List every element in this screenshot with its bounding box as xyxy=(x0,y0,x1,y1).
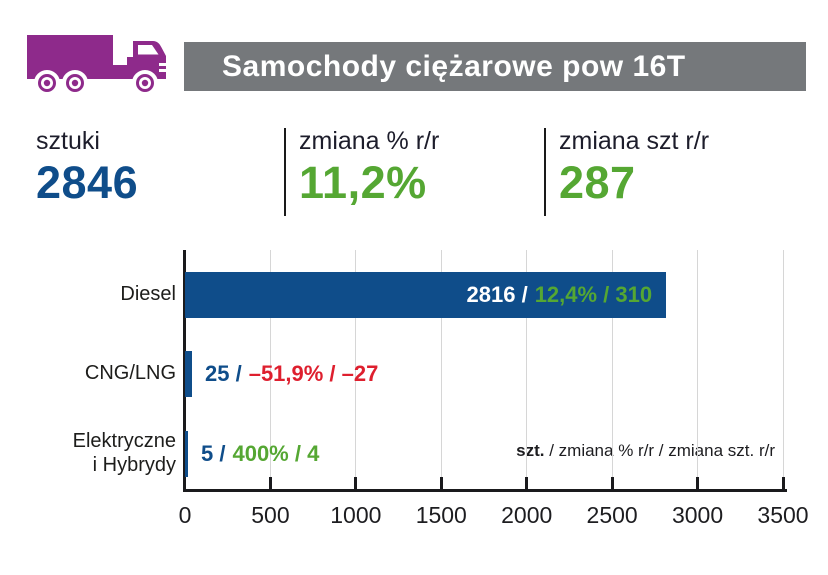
bar-change-value: 400% / 4 xyxy=(232,441,320,466)
axis-tick xyxy=(525,477,529,489)
truck-wheel xyxy=(71,79,79,87)
chart-legend: szt. / zmiana % r/r / zmiana szt. r/r xyxy=(516,441,775,461)
gridline xyxy=(355,250,357,489)
truck-wheel xyxy=(43,79,51,87)
stat-label: zmiana % r/r xyxy=(299,127,440,155)
category-label: Diesel xyxy=(120,283,176,306)
bar-value-label: 25 /–51,9% / –27 xyxy=(205,351,378,397)
bar-value-label: 2816 /12,4% / 310 xyxy=(185,272,666,318)
axis-tick-label: 2000 xyxy=(501,502,553,528)
x-axis xyxy=(183,489,787,492)
gridline xyxy=(526,250,528,489)
truck-icon xyxy=(25,22,175,102)
stat-unit-change: zmiana szt r/r 287 xyxy=(544,127,710,216)
header-bar: Samochody ciężarowe pow 16T xyxy=(184,42,806,91)
bar xyxy=(185,431,188,477)
bar xyxy=(185,272,667,318)
axis-tick-label: 3000 xyxy=(671,502,724,528)
category-label: Elektryczne i Hybrydy xyxy=(72,430,176,476)
axis-tick-label: 3500 xyxy=(757,502,809,528)
bar-change-value: –51,9% / –27 xyxy=(248,361,379,386)
truck-icon-svg xyxy=(27,35,167,96)
bar-units-value: 2816 / xyxy=(466,282,528,307)
axis-tick-label: 2500 xyxy=(586,502,638,528)
stat-total-units: sztuki 2846 xyxy=(36,127,139,216)
gridline xyxy=(269,250,271,489)
truck-wheel xyxy=(141,79,149,87)
legend-units-label: szt. xyxy=(516,441,545,460)
bar-value-label: 5 /400% / 4 xyxy=(201,431,319,477)
axis-tick-label: 500 xyxy=(251,502,290,528)
bar xyxy=(185,351,192,397)
legend-rest-label: / zmiana % r/r / zmiana szt. r/r xyxy=(544,441,775,460)
gridline xyxy=(782,250,784,489)
y-axis xyxy=(183,250,186,492)
axis-tick xyxy=(696,477,700,489)
stat-label: zmiana szt r/r xyxy=(559,127,710,155)
axis-tick xyxy=(439,477,443,489)
axis-tick xyxy=(268,477,272,489)
stat-pct-change: zmiana % r/r 11,2% xyxy=(284,127,440,216)
stat-value: 2846 xyxy=(36,156,139,208)
gridline xyxy=(440,250,442,489)
axis-tick xyxy=(781,477,785,489)
stat-value: 287 xyxy=(559,156,636,208)
bar-units-value: 5 / xyxy=(201,441,226,466)
page-title: Samochody ciężarowe pow 16T xyxy=(222,49,686,83)
axis-tick xyxy=(610,477,614,489)
axis-tick-label: 1000 xyxy=(330,502,382,528)
category-label: CNG/LNG xyxy=(84,362,176,385)
stat-value: 11,2% xyxy=(299,156,427,208)
axis-tick xyxy=(354,477,358,489)
gridline xyxy=(611,250,613,489)
stat-label: sztuki xyxy=(36,127,100,155)
axis-tick-label: 0 xyxy=(178,502,192,528)
bar-change-value: 12,4% / 310 xyxy=(534,282,653,307)
axis-tick-label: 1500 xyxy=(415,502,467,528)
gridline xyxy=(697,250,699,489)
bar-units-value: 25 / xyxy=(205,361,242,386)
